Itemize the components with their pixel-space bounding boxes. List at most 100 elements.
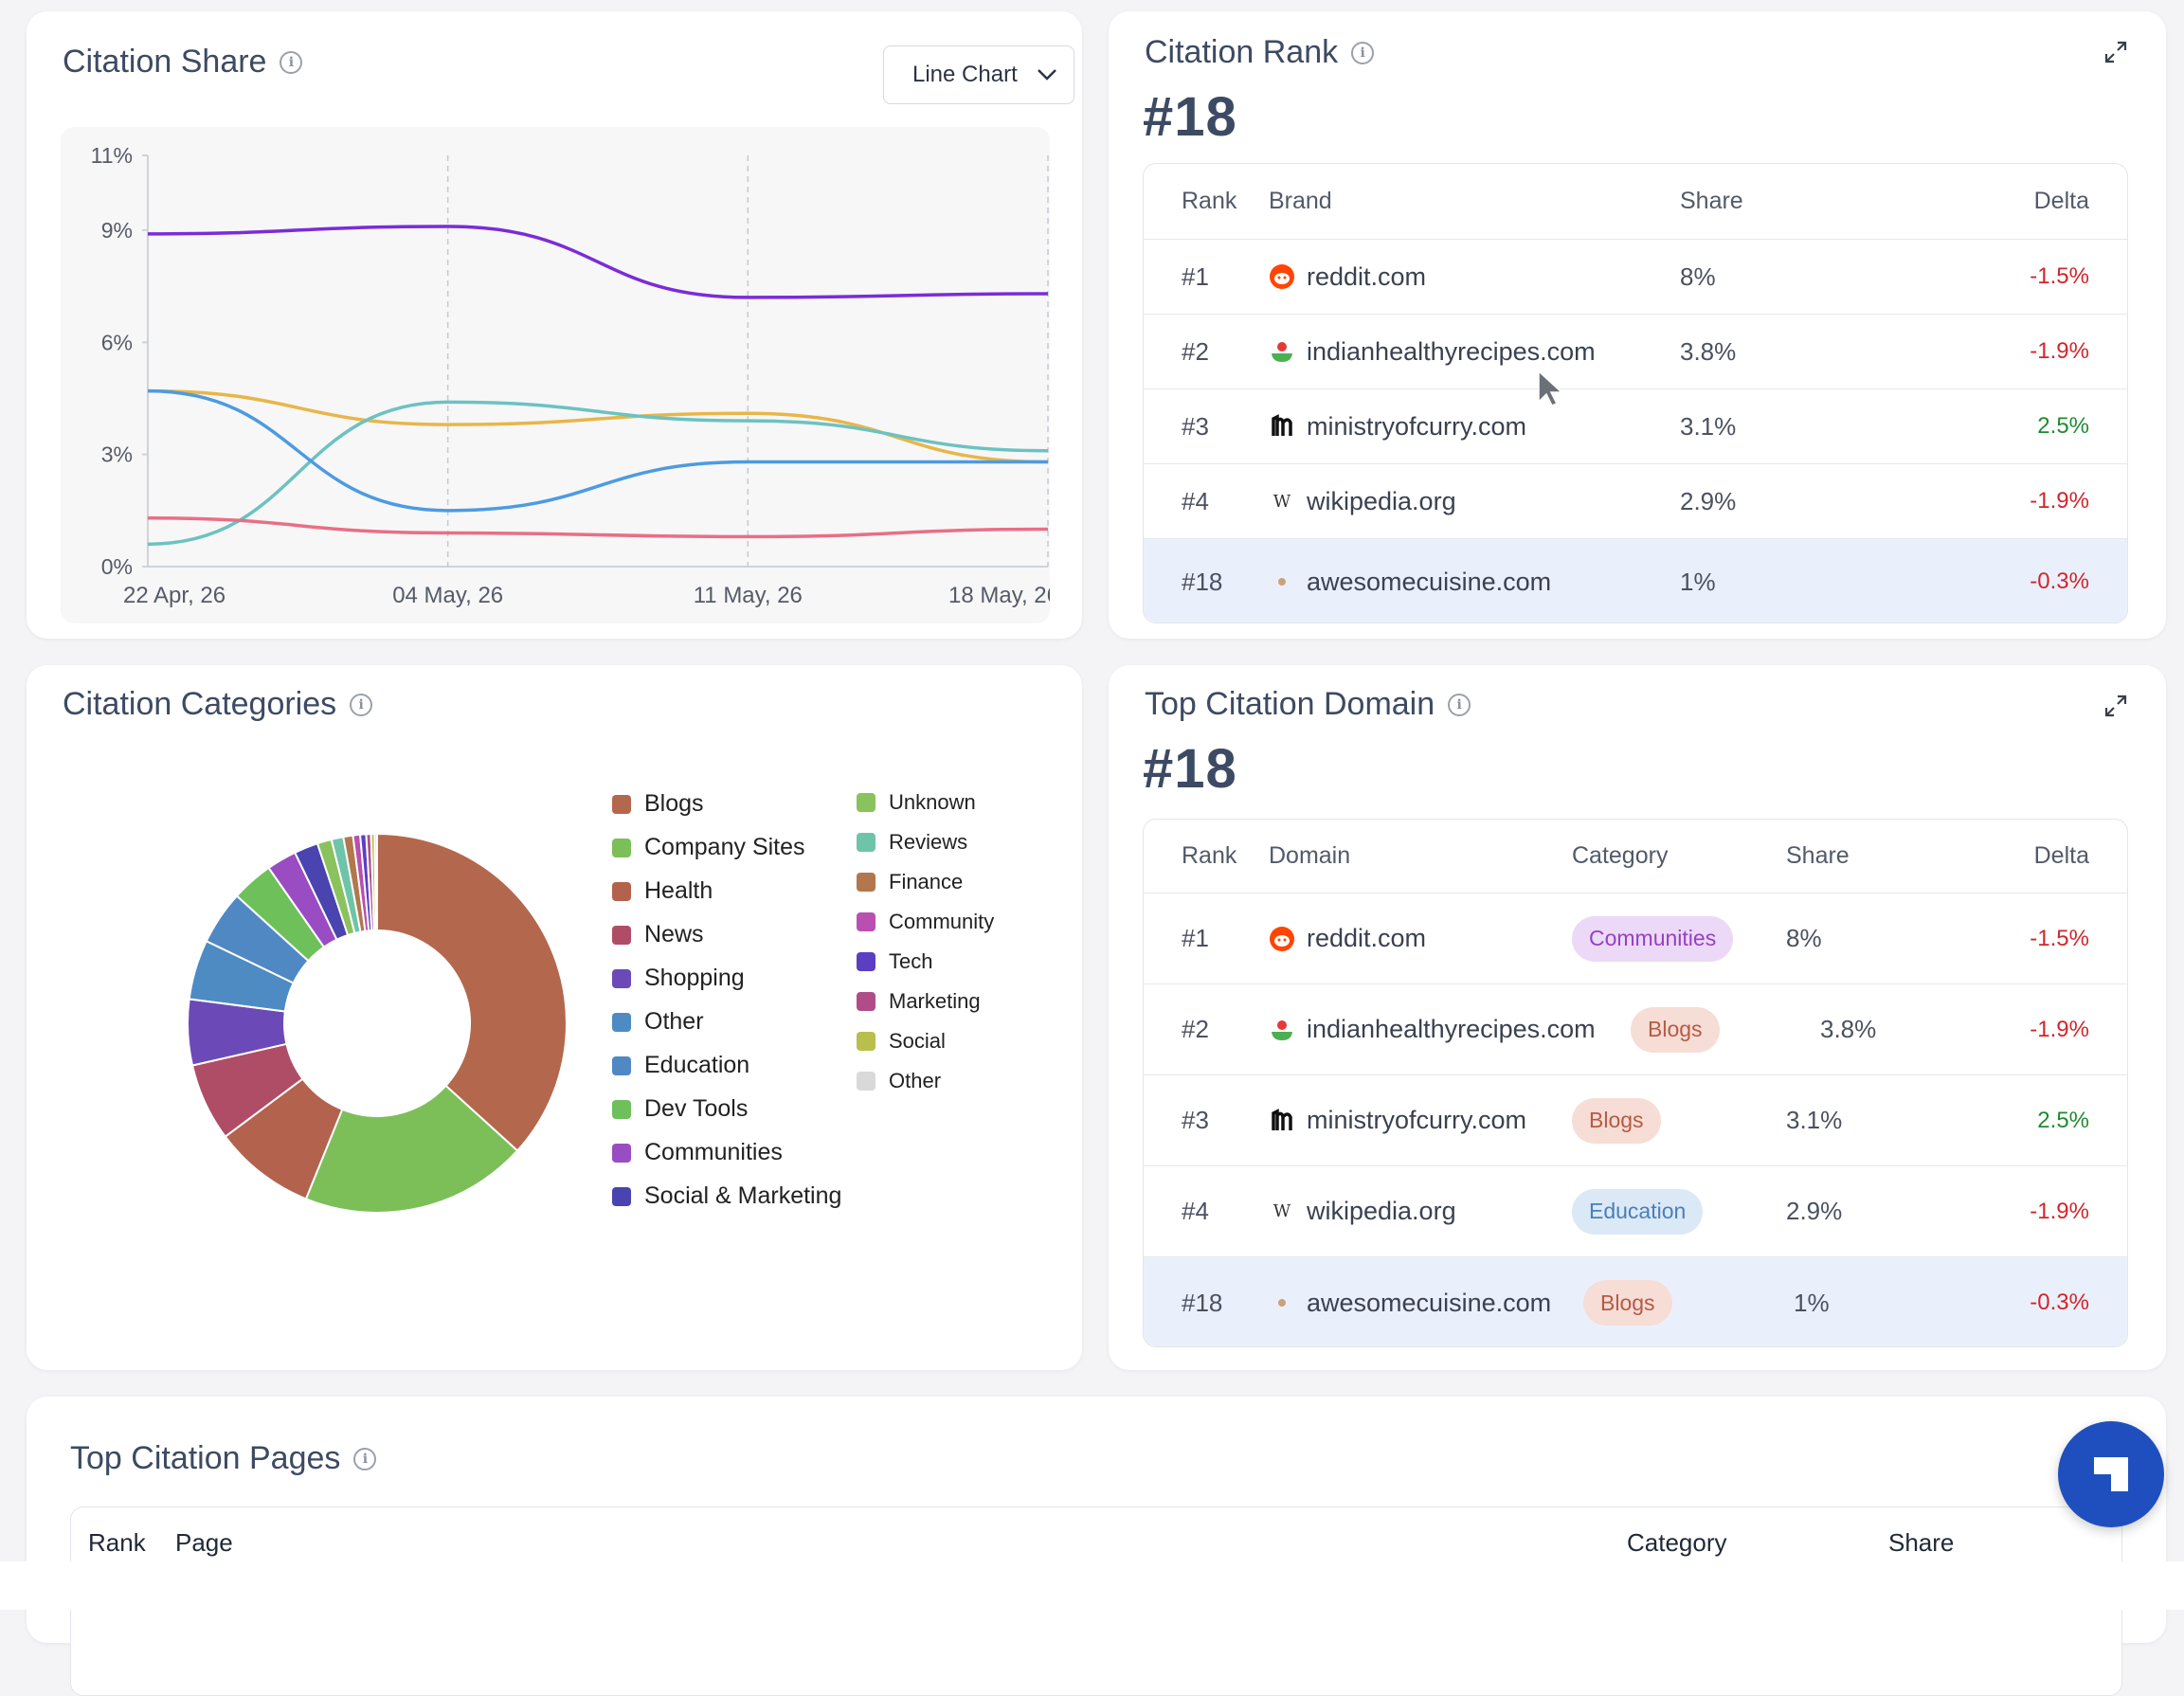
legend-swatch [857, 952, 875, 971]
row-share: 3.1% [1680, 411, 1737, 441]
row-delta: -1.9% [2030, 338, 2089, 364]
row-delta: -1.9% [2030, 1016, 2089, 1042]
row-domain: ministryofcurry.com [1269, 1075, 1526, 1165]
legend-item[interactable]: Marketing [857, 989, 981, 1014]
table-row[interactable]: #2 indianhealthyrecipes.com Blogs 3.8% -… [1144, 984, 2127, 1075]
table-row[interactable]: #2 indianhealthyrecipes.com 3.8% -1.9% [1144, 315, 2127, 389]
x-tick-label: 22 Apr, 26 [123, 583, 226, 608]
category-badge: Blogs [1631, 1006, 1720, 1053]
header-category[interactable]: Category [1627, 1527, 1727, 1557]
row-rank: #18 [1182, 1288, 1223, 1317]
info-icon[interactable]: i [350, 693, 373, 716]
legend-item[interactable]: Unknown [857, 790, 976, 815]
table-row-highlighted[interactable]: #18 awesomecuisine.com 1% -0.3% [1144, 539, 2127, 622]
reddit-icon [1269, 263, 1295, 290]
legend-label: Health [644, 877, 713, 904]
series-line[interactable] [147, 400, 1049, 547]
legend-item[interactable]: Social & Marketing [612, 1182, 841, 1210]
header-share[interactable]: Share [1888, 1527, 1955, 1557]
row-rank: #3 [1182, 411, 1209, 441]
header-brand[interactable]: Brand [1269, 188, 1332, 214]
page-bottom-area [0, 1561, 2184, 1610]
header-page[interactable]: Page [175, 1527, 233, 1557]
info-icon[interactable]: i [1448, 693, 1471, 716]
table-row[interactable]: #1 reddit.com 8% -1.5% [1144, 240, 2127, 315]
header-share[interactable]: Share [1680, 188, 1743, 214]
chart-type-value: Line Chart [912, 62, 1018, 87]
donut-slice[interactable] [376, 832, 568, 1152]
legend-item[interactable]: Tech [857, 949, 932, 974]
header-delta[interactable]: Delta [2033, 842, 2089, 869]
legend-item[interactable]: Shopping [612, 965, 745, 992]
wikipedia-icon: W [1272, 491, 1291, 512]
series-line[interactable] [147, 388, 1048, 513]
table-row[interactable]: #3 ministryofcurry.com 3.1% 2.5% [1144, 389, 2127, 464]
expand-icon[interactable] [2102, 38, 2130, 66]
chart-type-dropdown[interactable]: Line Chart [883, 45, 1074, 104]
legend-item[interactable]: Reviews [857, 830, 967, 855]
header-rank[interactable]: Rank [88, 1527, 146, 1557]
donut-slice[interactable] [304, 1084, 519, 1214]
legend-item[interactable]: Health [612, 877, 713, 905]
citation-categories-title: Citation Categories i [63, 686, 373, 723]
legend-item[interactable]: Dev Tools [612, 1095, 748, 1123]
info-icon[interactable]: i [280, 50, 303, 74]
series-line[interactable] [147, 388, 1049, 464]
info-icon[interactable]: i [353, 1447, 377, 1470]
row-share: 1% [1794, 1288, 1830, 1317]
legend-item[interactable]: Communities [612, 1139, 783, 1166]
donut-slice[interactable] [373, 832, 378, 932]
header-rank[interactable]: Rank [1182, 188, 1237, 214]
row-delta: -1.5% [2030, 263, 2089, 289]
series-line[interactable] [147, 515, 1049, 539]
citation-share-title: Citation Share i [63, 44, 303, 81]
series-line[interactable] [147, 225, 1049, 299]
table-row[interactable]: #4 W wikipedia.org Education 2.9% -1.9% [1144, 1166, 2127, 1257]
legend-item[interactable]: Company Sites [612, 834, 805, 861]
table-row[interactable]: #4 W wikipedia.org 2.9% -1.9% [1144, 464, 2127, 539]
legend-item[interactable]: Other [857, 1069, 941, 1093]
row-category: Education [1572, 1166, 1704, 1256]
header-rank[interactable]: Rank [1182, 842, 1237, 869]
legend-label: Dev Tools [644, 1095, 749, 1122]
domain-name: reddit.com [1307, 924, 1427, 952]
row-category: Blogs [1572, 1075, 1661, 1165]
citation-categories-title-text: Citation Categories [63, 686, 337, 722]
legend-swatch [857, 992, 875, 1011]
header-share[interactable]: Share [1786, 842, 1850, 869]
legend-item[interactable]: News [612, 921, 704, 948]
legend-label: Social [889, 1029, 946, 1053]
legend-item[interactable]: Community [857, 910, 994, 934]
awesomecuisine-icon [1269, 1290, 1295, 1316]
legend-swatch [612, 1186, 631, 1206]
legend-item[interactable]: Other [612, 1008, 704, 1036]
header-delta[interactable]: Delta [2033, 188, 2089, 214]
table-row-highlighted[interactable]: #18 awesomecuisine.com Blogs 1% -0.3% [1144, 1257, 2127, 1346]
table-row[interactable]: #3 ministryofcurry.com Blogs 3.1% 2.5% [1144, 1075, 2127, 1166]
expand-icon[interactable] [2102, 692, 2130, 720]
wikipedia-icon: W [1272, 1201, 1291, 1221]
legend-item[interactable]: Social [857, 1029, 946, 1054]
header-domain[interactable]: Domain [1269, 842, 1351, 869]
category-badge: Education [1572, 1188, 1704, 1235]
legend-label: Finance [889, 870, 964, 893]
legend-swatch [612, 794, 631, 814]
legend-item[interactable]: Blogs [612, 790, 704, 818]
row-share: 1% [1680, 567, 1716, 596]
info-icon[interactable]: i [1351, 41, 1375, 64]
legend-label: Social & Marketing [644, 1182, 842, 1209]
header-category[interactable]: Category [1572, 842, 1669, 869]
legend-item[interactable]: Finance [857, 870, 963, 894]
bowl-icon [1269, 1017, 1295, 1043]
help-chat-button[interactable] [2058, 1421, 2164, 1527]
top-citation-domain-card: Top Citation Domain i #18 Rank Domain Ca… [1109, 665, 2166, 1370]
citation-rank-table: Rank Brand Share Delta #1 reddit.com 8% … [1143, 163, 2128, 623]
row-delta: 2.5% [2037, 413, 2089, 439]
table-row[interactable]: #1 reddit.com Communities 8% -1.5% [1144, 893, 2127, 984]
row-delta: -0.3% [2030, 1290, 2089, 1315]
brand-name: ministryofcurry.com [1307, 411, 1527, 441]
citation-rank-title-text: Citation Rank [1145, 34, 1339, 70]
legend-item[interactable]: Education [612, 1052, 749, 1079]
y-tick-label: 0% [101, 554, 133, 579]
row-rank: #1 [1182, 262, 1209, 291]
